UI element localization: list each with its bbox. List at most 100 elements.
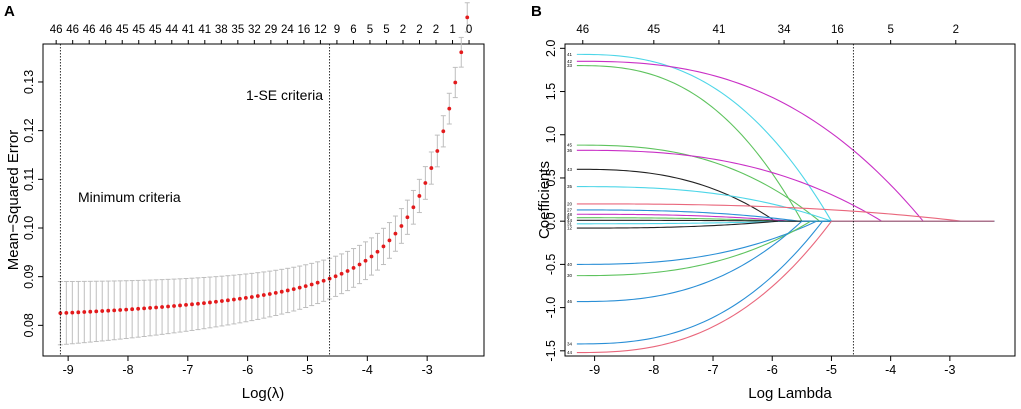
coef-path-34 bbox=[576, 220, 824, 345]
mse-point bbox=[214, 299, 218, 304]
coef-path-31 bbox=[576, 220, 788, 225]
mse-point bbox=[387, 238, 392, 243]
y-tick-label: 0.0 bbox=[544, 212, 558, 229]
top-tick-label: 9 bbox=[334, 24, 340, 36]
mse-point bbox=[124, 307, 129, 312]
top-tick-label: 41 bbox=[198, 24, 211, 36]
top-tick-label: 45 bbox=[132, 24, 145, 36]
panel-b-coefficient-lines bbox=[576, 53, 995, 354]
mse-point bbox=[178, 303, 182, 308]
mse-point bbox=[285, 288, 290, 293]
coef-path-8 bbox=[576, 217, 782, 222]
panel-a-y-axis-label: Mean−Squared Error bbox=[5, 130, 22, 271]
variable-label: 35 bbox=[567, 184, 573, 189]
mse-point bbox=[166, 304, 170, 309]
mse-point bbox=[88, 309, 93, 314]
mse-point bbox=[345, 269, 350, 273]
mse-point bbox=[357, 262, 362, 267]
y-tick-label: 0.09 bbox=[22, 264, 36, 288]
mse-point bbox=[291, 287, 296, 292]
mse-point bbox=[411, 205, 416, 210]
mse-point bbox=[273, 290, 278, 295]
mse-point bbox=[237, 296, 242, 301]
mse-point bbox=[106, 308, 111, 313]
top-tick-label: 2 bbox=[953, 24, 959, 36]
y-tick-label: -1.0 bbox=[544, 297, 558, 319]
x-tick-label: -5 bbox=[302, 363, 313, 377]
panel-b-letter: B bbox=[531, 3, 542, 20]
mse-point bbox=[220, 299, 224, 303]
top-tick-label: 2 bbox=[416, 24, 422, 36]
mse-point bbox=[225, 298, 230, 303]
coef-path-40 bbox=[576, 220, 817, 265]
coef-path-41 bbox=[576, 53, 832, 222]
mse-point bbox=[351, 266, 356, 270]
x-tick-label: -6 bbox=[242, 363, 253, 377]
top-tick-label: 2 bbox=[433, 24, 439, 36]
mse-point bbox=[321, 278, 326, 283]
y-tick-label: 0.11 bbox=[22, 168, 36, 191]
variable-label: 46 bbox=[567, 299, 573, 304]
panel-a-x-axis-label: Log(λ) bbox=[242, 385, 285, 402]
panel-a-mse-plot: A -9 -8 -7 -6 -5 -4 -3 0.08 0.09 0.10 0.11 0.12 0.1… bbox=[4, 2, 485, 402]
coef-path-45 bbox=[576, 144, 820, 222]
mse-point bbox=[375, 249, 380, 254]
panel-b-y-axis-label: Coefficients bbox=[536, 161, 553, 239]
mse-point bbox=[279, 289, 284, 294]
variable-label: 44 bbox=[567, 218, 573, 223]
panel-b-plot-frame bbox=[564, 43, 1016, 357]
mse-point bbox=[423, 181, 428, 185]
top-tick-label: 2 bbox=[400, 24, 406, 36]
mse-point bbox=[255, 294, 260, 298]
panel-b-x-axis: -9 -8 -7 -6 -5 -4 -3 bbox=[589, 356, 955, 377]
mse-point bbox=[76, 310, 81, 315]
variable-label: 8 bbox=[567, 215, 570, 220]
panel-a-criteria-lines bbox=[59, 44, 331, 356]
mse-point bbox=[417, 194, 422, 198]
mse-point bbox=[231, 297, 236, 302]
y-tick-label: 0.13 bbox=[22, 70, 36, 94]
top-tick-label: 46 bbox=[576, 24, 589, 36]
top-tick-label: 29 bbox=[264, 24, 277, 36]
panel-a-top-axis: 46 46 46 46 45 45 45 44 41 41 38 35 32 29 24 16 12 9 6 5 5 2 2… bbox=[50, 24, 472, 44]
top-tick-label: 32 bbox=[248, 24, 261, 36]
mse-point bbox=[369, 254, 374, 259]
variable-label: 12 bbox=[567, 226, 573, 231]
coef-path-43 bbox=[576, 168, 776, 222]
mse-point bbox=[196, 301, 200, 306]
coef-path-30 bbox=[576, 220, 812, 277]
mse-point bbox=[429, 166, 434, 170]
top-tick-label: 5 bbox=[887, 24, 893, 36]
panel-b-coefficient-path: B 4142334536433520274884431124030463444 … bbox=[531, 3, 1016, 402]
mse-point bbox=[405, 215, 410, 220]
panel-a-plot-frame bbox=[42, 43, 485, 357]
mse-point bbox=[261, 293, 266, 297]
y-tick-label: 0.10 bbox=[22, 216, 36, 240]
mse-point bbox=[100, 309, 105, 313]
mse-point bbox=[267, 292, 272, 296]
coef-path-20 bbox=[576, 203, 962, 222]
coef-path-46 bbox=[576, 220, 803, 303]
x-tick-label: -8 bbox=[648, 363, 659, 377]
x-tick-label: -9 bbox=[63, 363, 74, 377]
mse-point bbox=[447, 106, 452, 111]
top-tick-label: 45 bbox=[647, 24, 660, 36]
coef-path-36 bbox=[576, 149, 883, 222]
mse-point bbox=[142, 306, 147, 311]
mse-point bbox=[136, 306, 141, 311]
top-tick-label: 16 bbox=[297, 24, 310, 36]
variable-label: 31 bbox=[567, 221, 573, 226]
x-tick-label: -8 bbox=[122, 363, 133, 377]
coef-path-27 bbox=[576, 209, 799, 222]
top-tick-label: 5 bbox=[383, 24, 389, 36]
x-tick-label: -6 bbox=[767, 363, 778, 377]
mse-point bbox=[148, 306, 153, 310]
mse-point bbox=[297, 285, 302, 290]
x-tick-label: -3 bbox=[944, 363, 955, 377]
one-se-criteria-annotation: 1-SE criteria bbox=[246, 87, 323, 103]
top-tick-label: 46 bbox=[99, 24, 112, 36]
mse-point bbox=[393, 231, 398, 236]
panel-a-letter: A bbox=[4, 3, 15, 20]
top-tick-label: 5 bbox=[367, 24, 373, 36]
